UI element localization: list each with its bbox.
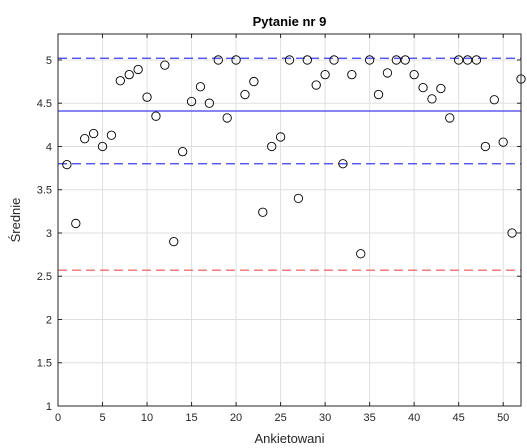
axis-ticks: 0 5 10 15 20 25 30 35 40 45 50 1 1.5 2 2.5 3 3.5 4 4.5 5 [37,34,521,424]
data-point [382,68,393,78]
data-point [267,141,277,152]
data-point [195,82,206,92]
x-tick-label: 50 [497,412,509,424]
data-point [436,83,446,94]
x-tick-label: 30 [319,412,331,424]
y-tick-label: 1.5 [37,358,52,370]
data-point [507,228,517,238]
data-point [480,141,491,152]
data-point [249,76,259,87]
data-point [284,55,295,65]
data-point [160,60,170,70]
data-point [231,55,241,65]
data-point [302,55,312,65]
data-point [418,82,428,93]
data-point [320,70,330,80]
data-point [133,64,143,75]
data-point [97,141,108,152]
data-point [258,207,268,217]
grid-lines [57,34,521,407]
x-tick-label: 20 [230,412,242,424]
data-point [178,147,188,157]
x-axis-label: Ankietowani [254,431,324,446]
x-tick-label: 25 [274,412,286,424]
data-point [115,76,125,86]
plot-area [58,34,521,406]
data-point [186,96,197,107]
plot-frame [57,33,522,407]
data-point [124,70,134,80]
x-tick-label: 15 [185,412,197,424]
data-point [62,159,72,170]
x-tick-label: 35 [364,412,376,424]
data-point [151,111,161,121]
data-point [311,80,321,90]
data-point [80,134,90,144]
data-point [293,193,304,204]
data-point [489,95,499,105]
data-point [275,132,286,142]
data-point [338,159,348,169]
data-point [88,128,99,139]
data-point [498,137,508,147]
data-point [329,55,339,65]
y-tick-label: 5 [46,55,52,67]
data-point [445,113,455,123]
data-point [409,70,419,80]
x-tick-label: 45 [453,412,465,424]
y-tick-label: 3 [46,228,52,240]
data-point [142,92,152,102]
data-point [106,130,117,140]
data-point [373,89,384,100]
data-point [391,55,401,65]
data-points [62,55,526,259]
y-tick-label: 3.5 [37,185,52,197]
data-point [204,98,215,108]
y-tick-label: 1 [46,401,52,413]
data-point [347,70,357,80]
x-tick-label: 10 [141,412,153,424]
chart-title: Pytanie nr 9 [253,14,327,29]
data-point [240,89,250,100]
data-point [356,249,366,259]
data-point [213,55,223,65]
data-point [169,236,179,247]
data-point [427,94,437,104]
y-tick-label: 4.5 [37,98,52,110]
data-point [364,55,375,65]
data-point [462,55,473,65]
x-tick-label: 5 [99,412,105,424]
x-tick-label: 0 [55,412,61,424]
y-tick-label: 2 [46,314,52,326]
reference-lines [58,57,521,271]
y-tick-label: 2.5 [37,271,52,283]
x-tick-label: 40 [408,412,420,424]
data-point [222,113,232,123]
data-point [471,55,482,65]
y-axis-label: Średnie [8,198,23,243]
data-point [71,218,81,229]
y-tick-label: 4 [46,141,52,153]
data-point [400,55,410,65]
data-point [454,55,464,65]
